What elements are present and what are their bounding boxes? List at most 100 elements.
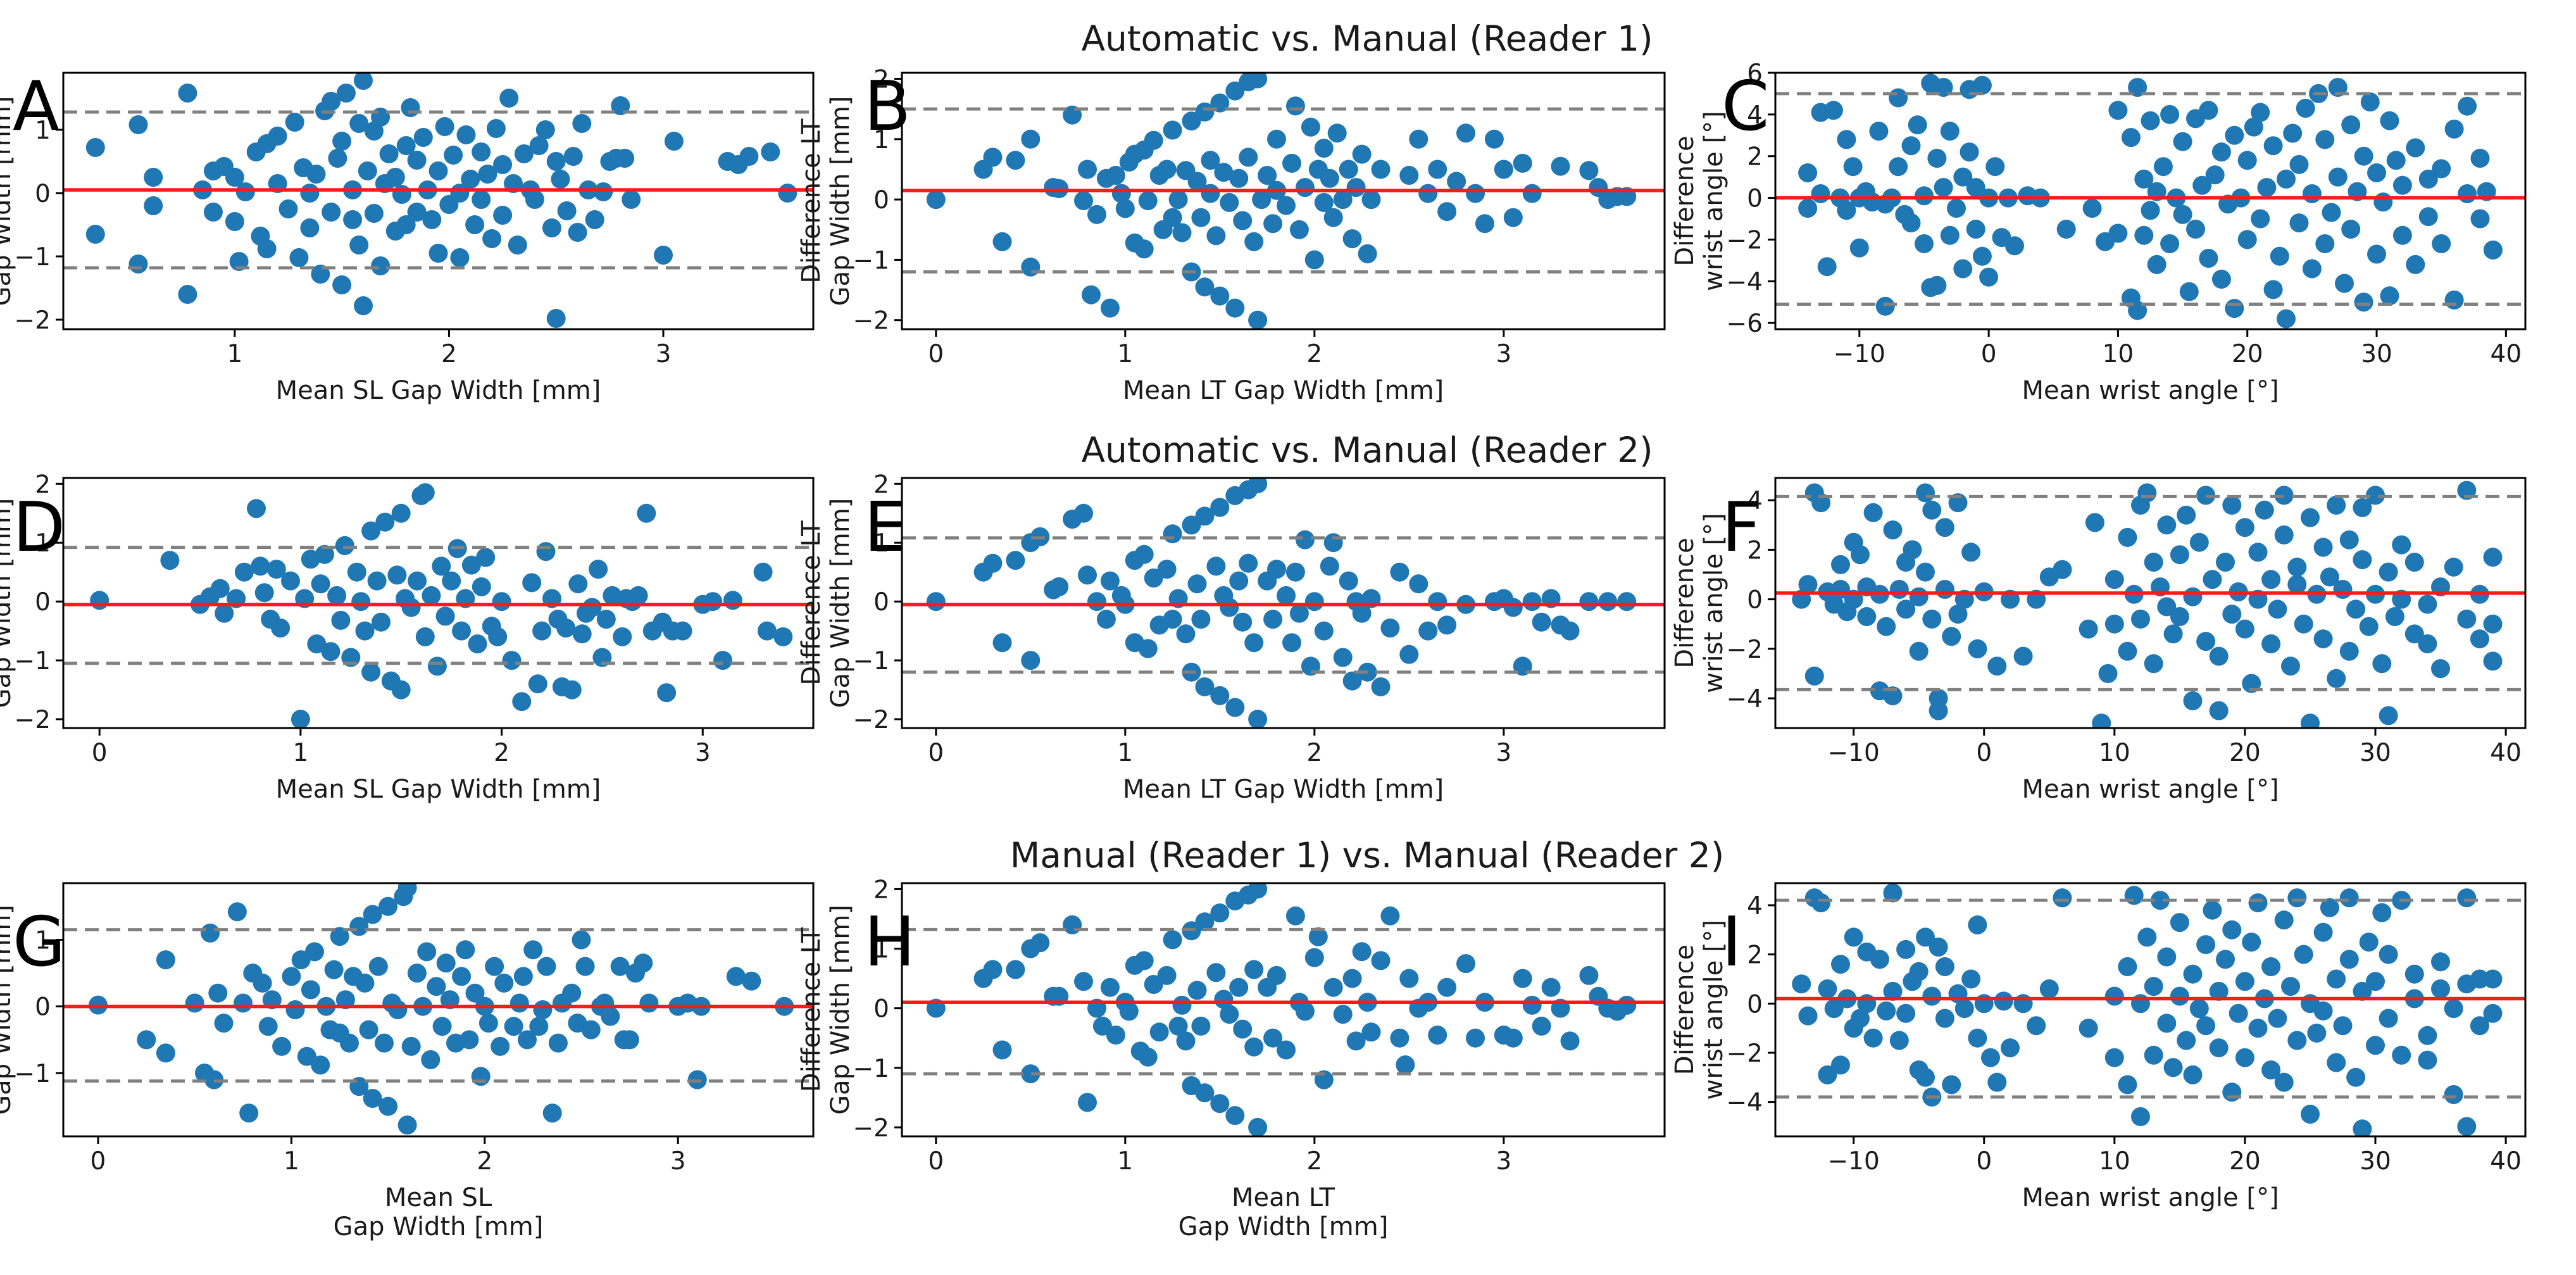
panel-d-point (492, 592, 511, 612)
panel-c-point (1811, 184, 1830, 203)
panel-a-point (465, 215, 485, 234)
panel-g-point (297, 1046, 316, 1066)
panel-d-point (512, 692, 532, 712)
panel-d-point (351, 592, 371, 612)
panel-h-x-tick-label: 2 (1306, 1147, 1322, 1176)
panel-c-point (2296, 99, 2315, 118)
panel-a-point (322, 203, 341, 222)
panel-g-x-tick-label: 2 (477, 1147, 492, 1176)
panel-h-point (1437, 977, 1457, 997)
panel-f-point (2404, 553, 2424, 572)
panel-g-point (427, 977, 446, 996)
panel-i-point (2483, 969, 2503, 989)
panel-f-point (2418, 634, 2437, 653)
panel-b-point (1289, 220, 1309, 239)
panel-h-axes-frame (901, 882, 1666, 1138)
panel-d-point (657, 683, 677, 703)
panel-i-point (2268, 1008, 2287, 1028)
panel-a-x-tick-label: 2 (441, 340, 457, 368)
panel-b-point (1210, 286, 1230, 306)
panel-d-x-axis-label: Mean SL Gap Width [mm] (276, 775, 601, 804)
panel-f-point (2157, 597, 2177, 617)
panel-f-point (2254, 500, 2274, 520)
panel-c-point (1915, 186, 1934, 206)
panel-b-point (1214, 163, 1234, 182)
panel-i-point (1922, 986, 1942, 1006)
panel-a-point (535, 120, 555, 139)
panel-d-point (247, 499, 266, 518)
panel-g-point (253, 973, 272, 993)
panel-a-point (508, 236, 527, 254)
panel-e-point (1187, 574, 1207, 594)
panel-f-point (2131, 609, 2150, 629)
panel-i-point (1863, 1028, 1883, 1048)
panel-d-point (311, 574, 330, 594)
panel-d-y-tick-label: −2 (15, 706, 51, 734)
panel-e-point (1206, 556, 1226, 576)
panel-f-point (2339, 641, 2359, 661)
panel-a-point (328, 149, 347, 168)
panel-h-point (1100, 977, 1120, 997)
panel-c-point (2444, 290, 2464, 310)
panel-f-point (2281, 656, 2300, 676)
panel-i-point (2196, 1016, 2216, 1036)
panel-d-y-axis-label: Gap Width [mm] (0, 498, 16, 708)
panel-g-point (504, 1017, 523, 1036)
panel-i-point (2379, 945, 2398, 964)
panel-i-point (2444, 999, 2463, 1019)
panel-b-point (1409, 129, 1429, 149)
panel-b-x-axis-label: Mean LT Gap Width [mm] (1123, 376, 1444, 405)
panel-g-point (533, 1000, 553, 1019)
panel-b-point (1346, 178, 1366, 198)
panel-f-point (2274, 525, 2294, 544)
panel-a-point (128, 254, 148, 273)
panel-f-point (2261, 570, 2281, 589)
panel-i-point (2281, 977, 2300, 996)
panel-b-point (1267, 129, 1286, 149)
panel-e-point (1195, 506, 1215, 526)
panel-b-points (926, 73, 1637, 329)
panel-g-point (726, 967, 746, 986)
panel-i-point (2366, 972, 2385, 991)
panel-i-y-tick-label: −4 (1727, 1089, 1763, 1117)
panel-c-point (2141, 201, 2160, 220)
panel-i-point (2404, 964, 2424, 984)
panel-f-y-axis-label: Difference (1670, 537, 1699, 668)
panel-a-point (144, 168, 163, 187)
panel-g-point (258, 1017, 278, 1036)
panel-f-point (2268, 600, 2287, 619)
panel-a-y-axis-label: Gap Width [mm] (0, 96, 16, 306)
panel-i-point (2118, 957, 2137, 976)
panel-b-point (1320, 168, 1339, 188)
panel-d-point (488, 627, 508, 646)
panel-i-letter: I (1722, 903, 1742, 982)
panel-a-point (546, 152, 566, 171)
panel-i-point (1870, 950, 1889, 969)
panel-i-point (2366, 1036, 2385, 1055)
panel-f-point (1916, 483, 1935, 503)
panel-i-point (1844, 927, 1863, 947)
panel-i-point (2392, 1045, 2411, 1065)
panel-e-point (1021, 651, 1041, 670)
panel-c-point (1837, 130, 1856, 149)
panel-f-point (2301, 508, 2320, 527)
panel-c-point (2192, 175, 2212, 195)
panel-f-point (2196, 632, 2216, 651)
panel-h-points (926, 883, 1637, 1136)
panel-f-x-tick-label: −10 (1827, 739, 1879, 767)
panel-g-point (359, 1020, 378, 1039)
panel-g-point (363, 905, 382, 924)
panel-a-point (392, 185, 411, 204)
panel-i-point (2353, 981, 2372, 1001)
panel-c-point (2225, 299, 2244, 318)
panel-f-point (2392, 535, 2411, 555)
panel-b-point (1229, 168, 1249, 188)
panel-g-point (523, 940, 543, 960)
panel-e-point (1320, 556, 1339, 576)
panel-i-point (2235, 1048, 2254, 1067)
panel-i-point (2320, 898, 2339, 917)
panel-c-point (2386, 151, 2406, 170)
panel-i-point (2104, 1048, 2124, 1067)
panel-i-point (1935, 957, 1954, 976)
